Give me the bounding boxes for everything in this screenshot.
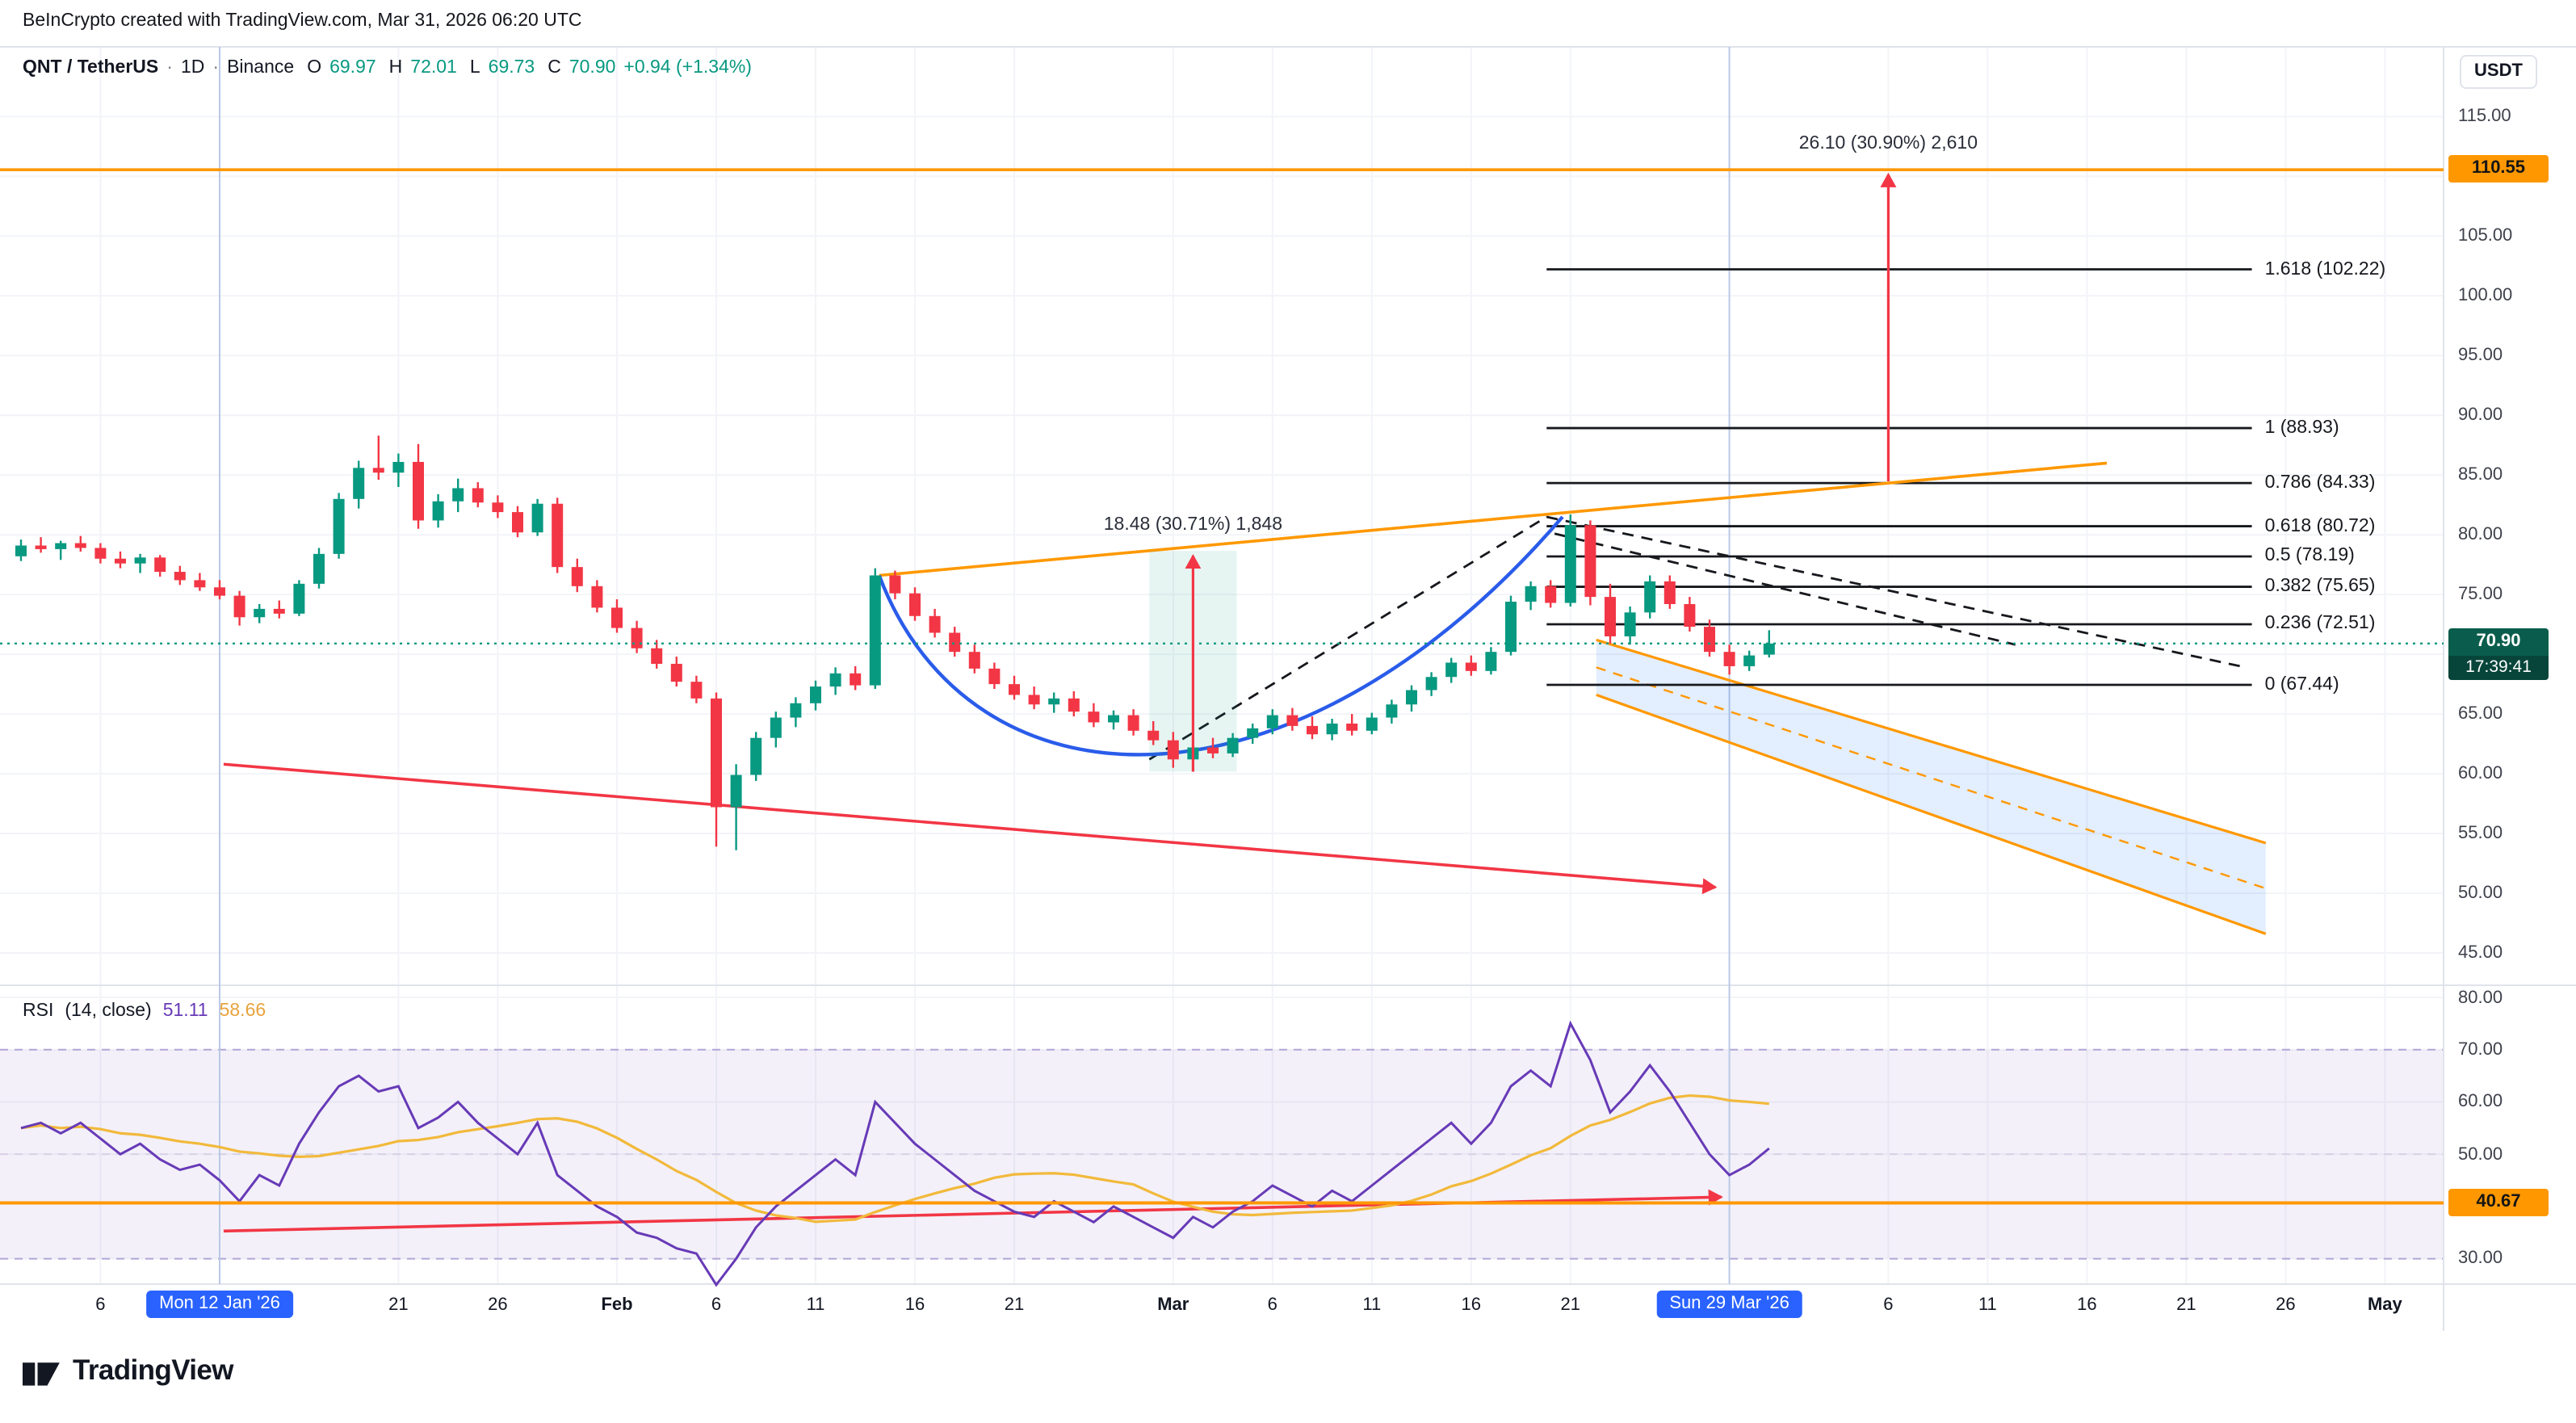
price-tick-label: 45.00 <box>2458 942 2503 963</box>
fib-level-label: 0.786 (84.33) <box>2264 473 2376 493</box>
price-tick-label: 65.00 <box>2458 704 2503 724</box>
tradingview-logo[interactable]: TradingView <box>23 1352 234 1387</box>
measure-label-projection: 26.10 (30.90%) 2,610 <box>1798 133 1978 153</box>
price-tick-label: 55.00 <box>2458 824 2503 844</box>
bar-countdown: 17:39:41 <box>2448 656 2549 681</box>
ohlc-high-key: H <box>388 58 403 78</box>
currency-toggle-button[interactable]: USDT <box>2460 55 2537 89</box>
fib-level-label: 1.618 (102.22) <box>2264 259 2386 279</box>
interval-label[interactable]: 1D <box>180 58 205 78</box>
time-tick-label: 16 <box>1461 1295 1482 1315</box>
ohlc-close-value: 70.90 <box>568 58 616 78</box>
time-tick-label: 21 <box>2176 1295 2196 1315</box>
price-tick-label: 105.00 <box>2458 226 2513 246</box>
ohlc-open-key: O <box>307 58 322 78</box>
ohlc-close-key: C <box>548 58 561 78</box>
rsi-line-badge: 40.67 <box>2448 1188 2549 1216</box>
last-price-badge: 70.90 17:39:41 <box>2448 628 2549 681</box>
date-badge-mar29: Sun 29 Mar '26 <box>1656 1291 1802 1318</box>
time-tick-label: 21 <box>1560 1295 1581 1315</box>
fib-level-label: 1 (88.93) <box>2264 418 2339 439</box>
price-tick-label: 95.00 <box>2458 346 2503 366</box>
fib-level-label: 0.618 (80.72) <box>2264 516 2376 536</box>
price-line-badge: 110.55 <box>2448 155 2549 183</box>
price-tick-label: 60.00 <box>2458 764 2503 784</box>
measure-label-cup-depth: 18.48 (30.71%) 1,848 <box>1103 515 1282 535</box>
time-tick-label: Feb <box>601 1295 633 1315</box>
price-tick-label: 115.00 <box>2458 107 2511 127</box>
last-price-value: 70.90 <box>2448 628 2549 657</box>
price-tick-label: 80.00 <box>2458 525 2503 545</box>
time-tick-label: 11 <box>1978 1295 1997 1315</box>
legend-separator: · <box>166 58 173 78</box>
rsi-legend: RSI (14, close) 51.11 58.66 <box>23 1001 266 1021</box>
time-tick-label: 11 <box>806 1295 825 1315</box>
rsi-tick-label: 70.00 <box>2458 1039 2503 1060</box>
ohlc-low-value: 69.73 <box>488 58 535 78</box>
price-tick-label: 50.00 <box>2458 884 2503 903</box>
price-tick-label: 90.00 <box>2458 405 2503 426</box>
rsi-ma-value: 58.66 <box>219 1001 266 1021</box>
tradingview-logo-text: TradingView <box>73 1353 234 1385</box>
time-tick-label: 16 <box>2077 1295 2097 1315</box>
fib-level-label: 0 (67.44) <box>2264 675 2339 695</box>
legend-separator: · <box>212 58 220 78</box>
time-tick-label: 6 <box>711 1295 722 1315</box>
time-tick-label: 21 <box>1004 1295 1025 1315</box>
time-tick-label: 21 <box>388 1295 409 1315</box>
time-tick-label: 26 <box>488 1295 508 1315</box>
rsi-tick-label: 50.00 <box>2458 1144 2503 1165</box>
rsi-tick-label: 80.00 <box>2458 988 2503 1007</box>
exchange-label: Binance <box>227 58 295 78</box>
date-badge-jan12: Mon 12 Jan '26 <box>146 1291 293 1318</box>
rsi-params: (14, close) <box>65 1001 152 1021</box>
rsi-title[interactable]: RSI <box>23 1001 54 1021</box>
ohlc-open-value: 69.97 <box>329 58 376 78</box>
fib-level-label: 0.5 (78.19) <box>2264 546 2355 566</box>
change-value: +0.94 (+1.34%) <box>623 58 752 78</box>
time-tick-label: May <box>2367 1295 2402 1315</box>
rsi-tick-label: 30.00 <box>2458 1249 2503 1269</box>
time-tick-label: 6 <box>1267 1295 1278 1315</box>
fib-level-label: 0.236 (72.51) <box>2264 614 2376 634</box>
price-tick-label: 75.00 <box>2458 585 2503 605</box>
rsi-tick-label: 60.00 <box>2458 1092 2503 1112</box>
tradingview-logo-icon <box>23 1362 60 1386</box>
time-tick-label: 11 <box>1362 1295 1382 1315</box>
time-tick-label: 6 <box>95 1295 106 1315</box>
time-tick-label: 6 <box>1883 1295 1894 1315</box>
time-tick-label: 26 <box>2276 1295 2296 1315</box>
price-tick-label: 85.00 <box>2458 465 2503 485</box>
ohlc-high-value: 72.01 <box>410 58 457 78</box>
rsi-value: 51.11 <box>162 1001 208 1021</box>
time-tick-label: Mar <box>1157 1295 1189 1315</box>
price-tick-label: 100.00 <box>2458 286 2513 306</box>
ohlc-low-key: L <box>469 58 480 78</box>
symbol-title[interactable]: QNT / TetherUS <box>23 58 159 78</box>
fib-level-label: 0.382 (75.65) <box>2264 577 2376 597</box>
time-tick-label: 16 <box>904 1295 925 1315</box>
symbol-legend: QNT / TetherUS · 1D · Binance O 69.97 H 72… <box>23 58 752 78</box>
attribution-text: BeInCrypto created with TradingView.com,… <box>23 11 582 31</box>
